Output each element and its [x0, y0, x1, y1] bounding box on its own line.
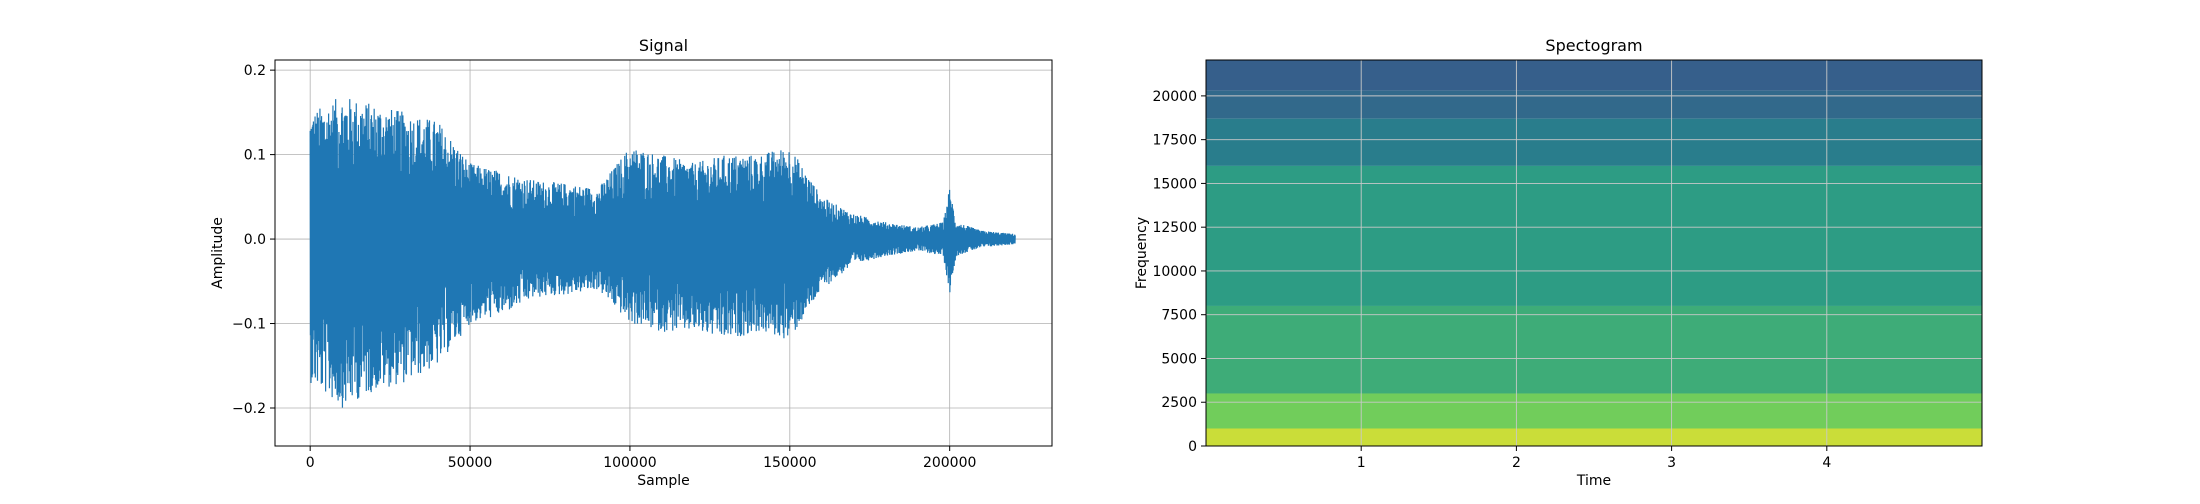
spectrogram-y-tick-label: 0 [1188, 439, 1197, 455]
spectrogram-y-tick-label: 20000 [1152, 89, 1197, 105]
spectrogram-y-tick-label: 10000 [1152, 264, 1197, 280]
spectrogram-band [1206, 165, 1982, 306]
spectrogram-y-tick-label: 5000 [1161, 351, 1197, 367]
signal-x-axis: 0 50000 100000 150000 200000 [306, 446, 976, 471]
signal-y-tick-label: 0.0 [244, 232, 266, 248]
signal-plot-frame [274, 59, 1053, 447]
spectrogram-x-tick-label: 4 [1822, 455, 1831, 471]
spectrogram-x-tick-label: 2 [1512, 455, 1521, 471]
spectrogram-chart: 1 2 3 4 0 2500 5000 7500 10000 12500 15000 17500 20… [1134, 36, 1983, 489]
spectrogram-band [1206, 305, 1982, 394]
spectrogram-x-tick-label: 1 [1357, 455, 1366, 471]
spectrogram-y-tick-label: 12500 [1152, 220, 1197, 236]
spectrogram-x-tick-label: 3 [1667, 455, 1676, 471]
signal-y-axis: −0.2 −0.1 0.0 0.1 0.2 [232, 63, 275, 417]
spectrogram-band [1206, 90, 1982, 119]
signal-waveform [309, 99, 1016, 408]
spectrogram-title: Spectogram [1545, 36, 1642, 55]
spectrogram-x-label: Time [1576, 473, 1611, 489]
signal-x-tick-label: 0 [306, 455, 315, 471]
spectrogram-y-tick-label: 7500 [1161, 308, 1197, 324]
signal-x-tick-label: 200000 [923, 455, 976, 471]
signal-chart: 0 50000 100000 150000 200000 −0.2 −0.1 0.0 0.1 0… [210, 36, 1053, 489]
spectrogram-grid [1206, 60, 1982, 446]
signal-x-tick-label: 50000 [448, 455, 493, 471]
signal-y-tick-label: −0.2 [232, 401, 266, 417]
signal-x-tick-label: 150000 [763, 455, 816, 471]
signal-y-label: Amplitude [210, 217, 226, 289]
signal-x-tick-label: 100000 [603, 455, 656, 471]
signal-title: Signal [639, 36, 688, 55]
spectrogram-x-axis: 1 2 3 4 [1357, 446, 1831, 471]
spectrogram-image [1206, 60, 1982, 446]
spectrogram-y-axis: 0 2500 5000 7500 10000 12500 15000 17500 20000 [1152, 89, 1206, 455]
spectrogram-band [1206, 428, 1982, 446]
spectrogram-y-tick-label: 17500 [1152, 133, 1197, 149]
spectrogram-y-tick-label: 2500 [1161, 395, 1197, 411]
signal-y-tick-label: −0.1 [232, 317, 266, 333]
signal-x-label: Sample [637, 473, 690, 489]
signal-line [309, 99, 1016, 408]
spectrogram-y-label: Frequency [1134, 217, 1150, 289]
spectrogram-band [1206, 118, 1982, 166]
spectrogram-band [1206, 60, 1982, 91]
signal-y-tick-label: 0.1 [244, 148, 266, 164]
signal-y-tick-label: 0.2 [244, 63, 266, 79]
spectrogram-y-tick-label: 15000 [1152, 176, 1197, 192]
spectrogram-band [1206, 393, 1982, 429]
spectrogram-plot-frame [1205, 59, 1983, 447]
